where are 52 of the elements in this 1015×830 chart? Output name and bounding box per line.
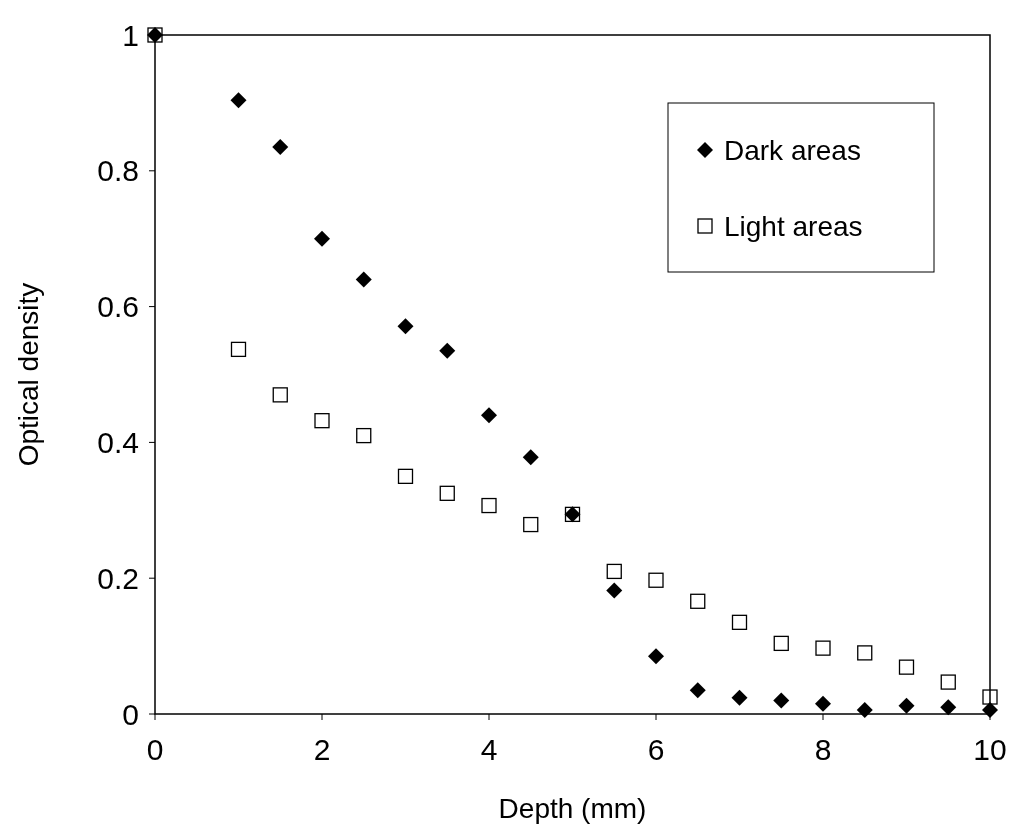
x-tick-label: 4: [480, 733, 498, 766]
point: [522, 449, 539, 466]
y-tick-label: 1: [122, 18, 139, 52]
point: [648, 648, 664, 665]
legend-label: Light areas: [724, 210, 863, 242]
point: [606, 563, 622, 580]
point: [397, 468, 414, 484]
y-tick-label: 0.4: [97, 425, 139, 459]
point: [689, 682, 706, 699]
legend-label: Dark areas: [724, 134, 861, 166]
point: [606, 582, 623, 599]
point: [439, 485, 455, 501]
point: [272, 387, 288, 403]
y-tick-label: 0.2: [97, 561, 139, 595]
point: [940, 674, 956, 690]
point: [982, 701, 998, 718]
x-tick-label: 0: [146, 733, 164, 766]
point: [648, 572, 664, 588]
point: [856, 701, 873, 718]
y-tick-label: 0.8: [97, 154, 139, 188]
point: [690, 593, 706, 609]
point: [481, 407, 497, 424]
point: [523, 516, 539, 533]
point: [314, 230, 330, 247]
x-tick-label: 2: [313, 733, 331, 766]
point: [898, 697, 915, 714]
x-tick-label: 10: [973, 733, 1007, 766]
point: [857, 645, 873, 661]
x-tick-label: 8: [814, 733, 832, 766]
point: [731, 614, 748, 630]
point: [773, 635, 789, 652]
point: [230, 92, 247, 109]
point: [439, 342, 456, 359]
point: [355, 271, 372, 288]
point: [898, 659, 915, 675]
point: [356, 427, 372, 444]
point: [397, 318, 414, 335]
point: [731, 689, 748, 706]
x-tick-label: 6: [647, 733, 665, 766]
point: [773, 692, 790, 709]
point: [815, 640, 831, 656]
y-tick-label: 0: [122, 697, 139, 731]
y-axis-title: Optical density: [13, 282, 44, 467]
point: [272, 139, 289, 156]
point: [982, 689, 998, 705]
point: [481, 497, 497, 514]
y-tick-label: 0.6: [97, 290, 139, 324]
x-axis-title: Depth (mm): [498, 793, 647, 824]
point: [815, 695, 831, 712]
point: [230, 341, 247, 358]
point: [940, 699, 957, 716]
point: [314, 413, 330, 429]
